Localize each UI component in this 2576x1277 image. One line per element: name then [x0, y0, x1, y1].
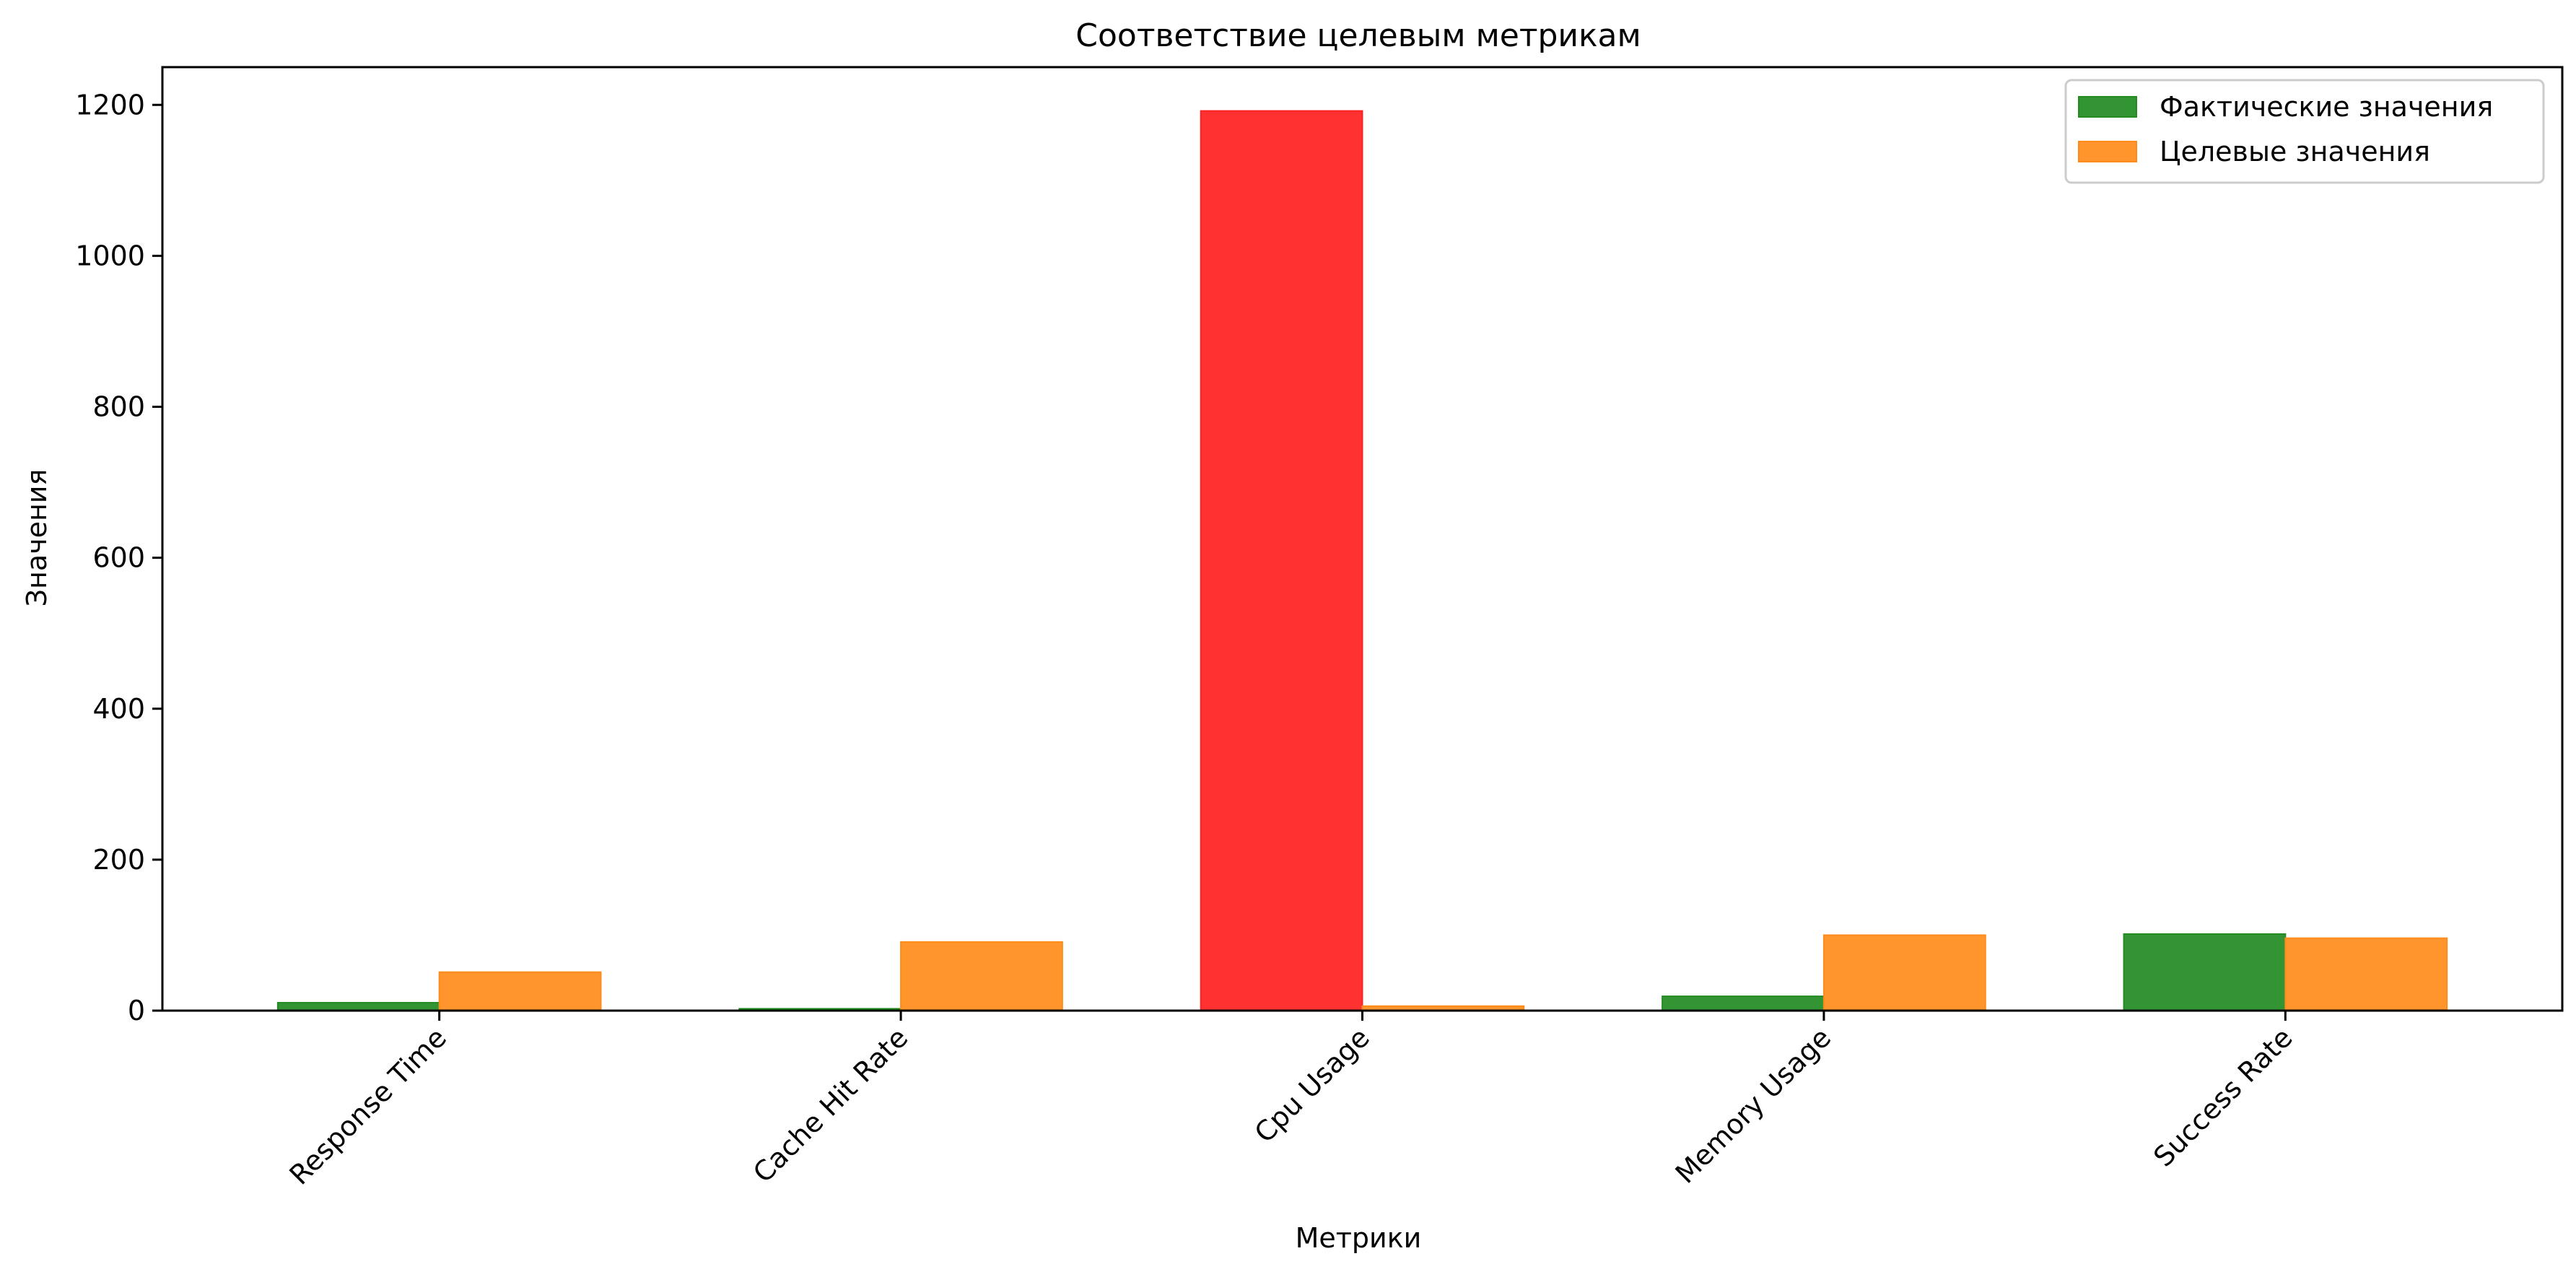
bars-group: [276, 110, 2448, 1012]
y-tick-label-3: 600: [92, 542, 145, 574]
y-axis: 0 200 400 600 800 1000 1200: [75, 89, 162, 1027]
bar-target-4: [2284, 937, 2448, 1012]
x-tick-label-4: Success Rate: [2147, 1021, 2298, 1172]
legend-swatch-actual: [2078, 96, 2137, 118]
y-tick-label-4: 800: [92, 391, 145, 423]
legend-swatch-target: [2078, 141, 2137, 162]
legend: Фактические значения Целевые значения: [2064, 79, 2545, 184]
x-axis-label: Метрики: [1296, 1222, 1422, 1254]
x-tick-label-1: Cache Hit Rate: [747, 1021, 914, 1189]
y-axis-label: Значения: [21, 469, 53, 607]
y-tick-label-5: 1000: [75, 240, 145, 271]
x-tick-label-2: Cpu Usage: [1249, 1021, 1376, 1149]
y-tick-label-6: 1200: [75, 89, 145, 121]
bar-target-0: [438, 971, 602, 1012]
bar-actual-3: [1662, 995, 1825, 1011]
y-tick-label-2: 400: [92, 693, 145, 725]
y-tick-label-1: 200: [92, 844, 145, 876]
legend-label-actual: Фактические значения: [2160, 91, 2493, 123]
legend-label-target: Целевые значения: [2160, 136, 2430, 167]
bar-actual-4: [2123, 933, 2287, 1011]
x-tick-label-3: Memory Usage: [1669, 1021, 1838, 1190]
chart-title: Соответствие целевым метрикам: [1075, 17, 1641, 54]
y-tick-label-0: 0: [128, 995, 145, 1027]
legend-box: [2064, 79, 2545, 184]
x-tick-label-0: Response Time: [284, 1021, 453, 1190]
bar-actual-0: [276, 1002, 440, 1012]
bar-target-3: [1822, 934, 1986, 1011]
bar-target-1: [900, 941, 1063, 1011]
bar-actual-2: [1200, 110, 1363, 1012]
x-axis: Response Time Cache Hit Rate Cpu Usage Memo…: [284, 1011, 2299, 1191]
